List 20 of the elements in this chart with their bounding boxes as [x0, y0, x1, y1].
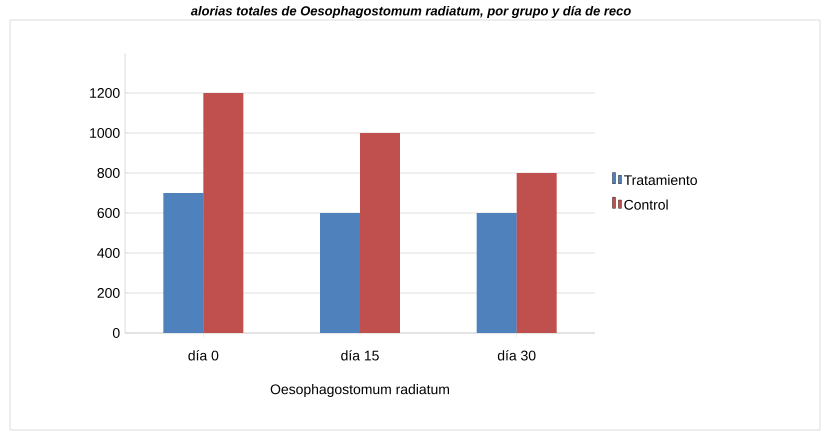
y-tick-label: 800 [97, 168, 120, 178]
y-tick-label: 200 [98, 288, 120, 298]
chart-title: alorias totales de Oesophagostomum radiatum, por grupo y día de reco [190, 6, 631, 18]
y-tick-label: 0 [112, 328, 120, 338]
bar [203, 92, 244, 333]
bar [476, 212, 517, 333]
bar [163, 192, 204, 333]
bar [516, 172, 557, 333]
x-tick-label: día 30 [498, 350, 536, 361]
x-axis-title: Oesophagostomum radiatum [270, 384, 449, 397]
y-tick-label: 400 [97, 248, 120, 258]
legend-label: Control [624, 199, 668, 210]
y-tick-label: 1200 [90, 88, 120, 98]
bar [320, 212, 360, 333]
y-tick-label: 600 [98, 208, 120, 218]
bar [360, 132, 400, 333]
y-tick-label: 1000 [90, 128, 120, 138]
x-tick-label: día 15 [341, 350, 379, 361]
x-tick-label: día 0 [188, 350, 218, 361]
legend-label: Tratamiento [624, 174, 697, 186]
